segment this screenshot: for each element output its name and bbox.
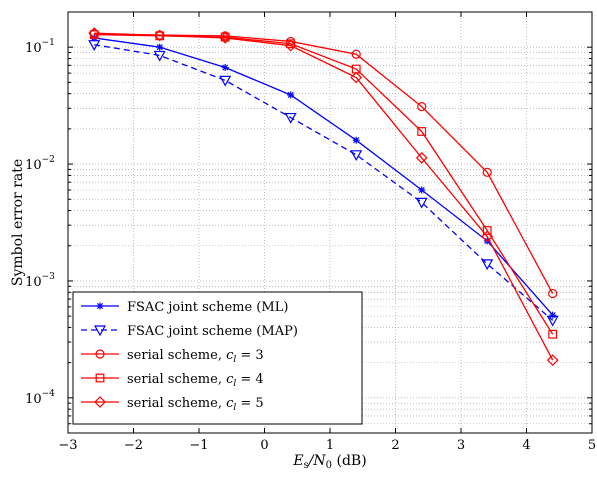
star-stroke — [222, 64, 229, 71]
data-point — [415, 197, 428, 209]
data-point — [287, 91, 295, 99]
y-tick-label: 10−4 — [25, 389, 55, 407]
data-point — [352, 136, 360, 144]
data-point — [548, 288, 558, 299]
legend-label: serial scheme, cl = 4 — [127, 372, 264, 389]
data-point — [481, 230, 494, 243]
legend-marker — [95, 349, 105, 359]
legend-item: serial scheme, cl = 5 — [81, 396, 264, 413]
legend-label: serial scheme, cl = 3 — [127, 348, 264, 365]
legend-item: FSAC joint scheme (ML) — [81, 300, 288, 315]
data-point — [481, 259, 494, 271]
x-tick-label: 0 — [260, 438, 268, 453]
data-point — [351, 49, 361, 59]
data-point — [548, 329, 558, 339]
series-2 — [88, 40, 559, 327]
x-tick-label: 4 — [522, 438, 530, 453]
data-point — [156, 43, 164, 51]
x-axis-label-mid: /N — [307, 453, 327, 469]
legend-label: FSAC joint scheme (MAP) — [127, 324, 298, 339]
data-point — [350, 71, 363, 84]
data-point — [350, 150, 363, 162]
data-point — [219, 75, 232, 87]
x-axis-label-sub2: 0 — [326, 460, 332, 471]
data-point — [546, 315, 559, 327]
data-point — [418, 186, 426, 194]
data-point — [88, 27, 101, 39]
data-point — [546, 354, 559, 367]
legend-marker — [95, 373, 105, 383]
series-line — [94, 34, 554, 335]
data-point — [284, 112, 297, 124]
series-line — [94, 32, 554, 361]
star-stroke — [418, 186, 425, 194]
series-layer — [88, 27, 559, 367]
legend-label: serial scheme, cl = 5 — [127, 396, 264, 413]
legend-box — [72, 291, 363, 425]
y-tick-label: 10−3 — [25, 272, 55, 290]
series-line — [94, 37, 554, 316]
series-line — [94, 33, 554, 294]
x-tick-label: −2 — [124, 438, 143, 453]
data-point — [417, 127, 427, 136]
legend-marker — [96, 302, 104, 310]
x-axis-label-sub1: s — [304, 460, 309, 471]
data-point — [221, 64, 229, 72]
x-axis-label: Es/N0 (dB) — [292, 453, 366, 471]
star-stroke — [96, 302, 104, 310]
star-stroke — [353, 137, 360, 144]
x-tick-label: 5 — [588, 438, 596, 453]
data-point — [482, 167, 492, 177]
y-tick-label: 10−1 — [25, 38, 55, 56]
legend-item: serial scheme, cl = 4 — [81, 372, 264, 389]
legend: FSAC joint scheme (ML) FSAC joint scheme … — [72, 291, 363, 425]
data-point — [482, 226, 492, 235]
data-point — [153, 29, 166, 42]
series-3 — [89, 29, 558, 299]
y-axis-label: Symbol error rate — [10, 159, 26, 286]
legend-item: FSAC joint scheme (MAP) — [81, 324, 298, 339]
star-stroke — [156, 44, 163, 51]
x-tick-label: −3 — [58, 438, 77, 453]
series-line — [94, 44, 554, 321]
x-tick-label: 2 — [391, 438, 399, 453]
star-stroke — [287, 91, 294, 99]
legend-label: FSAC joint scheme (ML) — [127, 300, 288, 315]
data-point — [88, 40, 101, 51]
legend-item: serial scheme, cl = 3 — [81, 348, 264, 365]
data-point — [417, 102, 427, 112]
data-point — [415, 152, 428, 164]
x-tick-label: 1 — [326, 438, 334, 453]
x-axis-label-unit: (dB) — [332, 453, 367, 469]
data-point — [153, 50, 166, 62]
axis-ticks: −3 −2 −1 0 1 2 3 4 5 10−1 10−2 10−3 10−4 — [25, 12, 596, 453]
x-tick-label: −1 — [189, 438, 208, 453]
data-point — [284, 39, 297, 52]
series-5 — [88, 27, 559, 367]
data-point — [219, 32, 232, 44]
y-tick-label: 10−2 — [25, 155, 55, 173]
legend-marker — [93, 325, 107, 337]
legend-marker — [94, 396, 106, 408]
x-tick-label: 3 — [457, 438, 465, 453]
x-axis-label-main: E — [292, 453, 303, 469]
